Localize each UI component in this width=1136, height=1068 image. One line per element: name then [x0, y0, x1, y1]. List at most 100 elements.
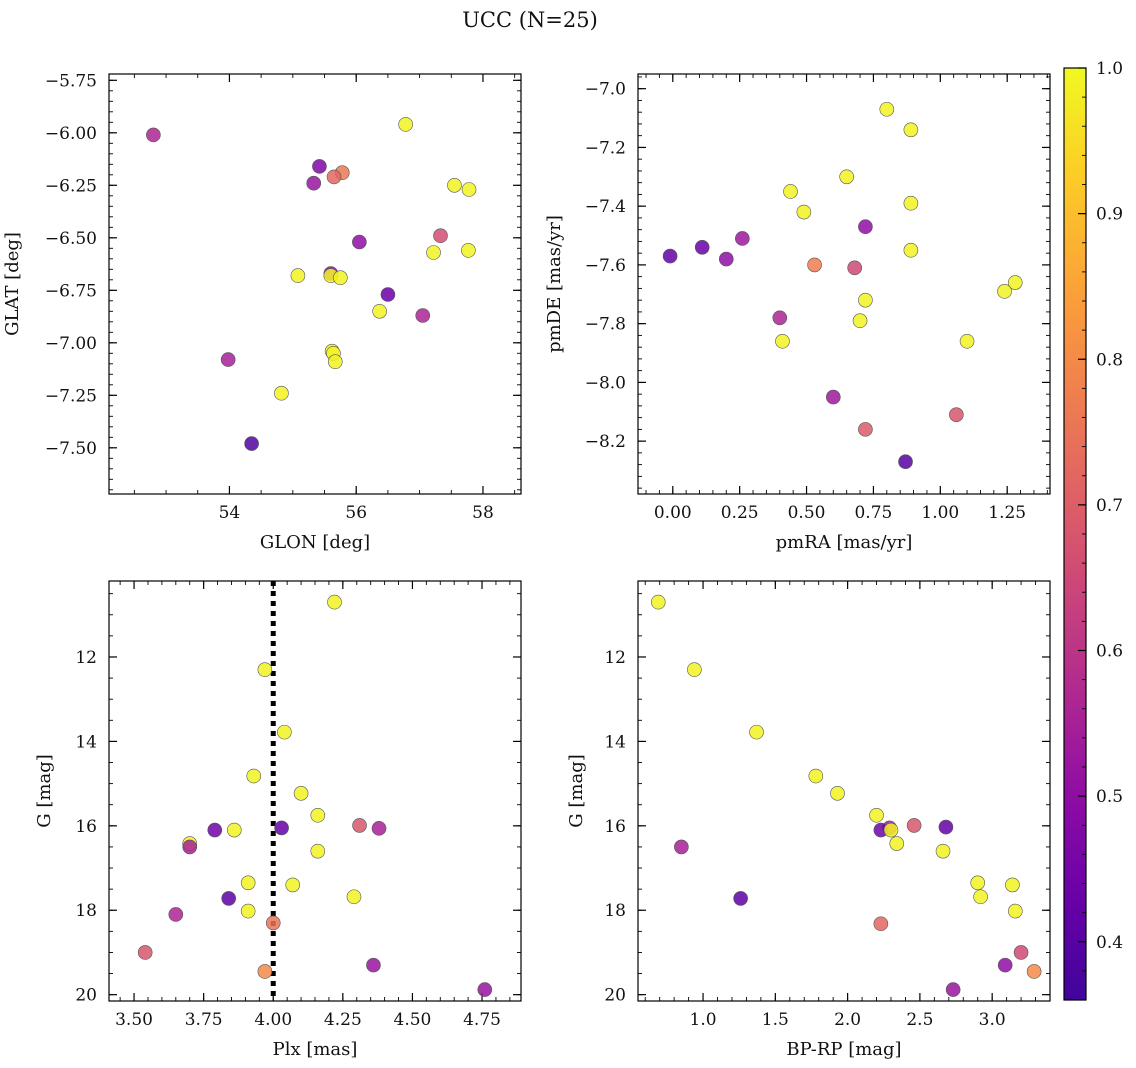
data-point	[352, 818, 367, 833]
plot-frame	[637, 73, 1051, 495]
data-point	[290, 268, 306, 283]
data-point	[852, 313, 868, 329]
y-tick-label: −7.4	[585, 197, 626, 217]
x-tick-label: 1.25	[988, 503, 1026, 523]
data-point	[687, 662, 702, 677]
data-point	[277, 724, 292, 740]
y-tick-label: −6.75	[45, 281, 97, 301]
data-point	[477, 982, 493, 997]
data-point	[935, 843, 951, 859]
y-tick-label: 18	[75, 901, 97, 921]
data-point	[433, 228, 448, 243]
data-point	[959, 333, 975, 349]
data-point	[847, 260, 863, 276]
data-point	[415, 308, 431, 323]
x-tick-label: 3.75	[185, 1010, 223, 1030]
y-tick-label: −8.2	[585, 432, 626, 452]
y-tick-label: −7.2	[585, 138, 626, 158]
colorbar-tick-label: 0.6	[1096, 642, 1123, 662]
x-tick-label: 1.5	[762, 1010, 789, 1030]
panel-plx-g: 3.50 3.75 4.00 4.25 4.50 4.75 12 14 16 18 20 Plx [m…	[34, 580, 522, 1060]
plot-frame	[637, 580, 1051, 1002]
data-point	[1008, 903, 1023, 919]
data-point	[146, 127, 161, 143]
data-point	[372, 303, 387, 319]
data-point	[869, 807, 884, 823]
x-axis-label-plx: Plx [mas]	[273, 1039, 358, 1060]
data-point	[883, 822, 899, 838]
y-tick-label: −6.50	[45, 229, 97, 249]
figure-title: UCC (N=25)	[462, 8, 598, 32]
data-point	[1007, 275, 1023, 290]
data-point	[244, 436, 259, 451]
data-point	[825, 389, 841, 405]
data-point	[1013, 945, 1029, 960]
data-point	[945, 982, 961, 997]
data-point	[796, 204, 812, 220]
data-point	[898, 454, 913, 469]
x-axis-label-pmra: pmRA [mas/yr]	[776, 532, 913, 553]
data-point	[662, 248, 678, 264]
x-axis-label-bprp: BP-RP [mag]	[786, 1039, 901, 1060]
data-point	[733, 891, 748, 906]
data-point	[333, 270, 348, 286]
y-tick-label: 12	[604, 648, 626, 668]
data-point	[274, 820, 289, 836]
x-tick-label: 1.00	[921, 503, 959, 523]
x-tick-label: 54	[219, 503, 241, 523]
data-point	[246, 768, 262, 784]
y-tick-label: −7.0	[585, 80, 626, 100]
y-tick-label: 14	[604, 732, 626, 752]
data-point	[839, 169, 854, 185]
data-point	[240, 903, 256, 919]
data-point	[220, 352, 236, 367]
y-tick-label: −6.25	[45, 176, 97, 196]
x-tick-label: 4.25	[324, 1010, 362, 1030]
data-point	[182, 839, 198, 855]
y-tick-label: 18	[604, 901, 626, 921]
data-point	[694, 239, 710, 255]
data-point	[426, 245, 441, 260]
x-tick-label: 58	[472, 503, 494, 523]
data-point	[257, 964, 273, 979]
data-point	[265, 915, 281, 931]
data-point	[906, 818, 922, 833]
x-tick-label: 0.50	[788, 503, 826, 523]
x-tick-label: 56	[345, 503, 367, 523]
y-axis-label-pmde: pmDE [mas/yr]	[544, 215, 565, 353]
data-point	[226, 822, 242, 838]
y-tick-label: −8.0	[585, 373, 626, 393]
x-axis-label-glon: GLON [deg]	[260, 532, 370, 553]
data-point	[903, 242, 919, 258]
data-point	[285, 877, 301, 893]
data-point	[783, 184, 798, 199]
y-tick-label: −5.75	[45, 71, 97, 91]
data-point	[674, 839, 689, 855]
data-point	[858, 422, 873, 437]
data-point	[889, 836, 905, 851]
data-point	[775, 333, 790, 349]
data-point	[772, 310, 788, 326]
colorbar-tick-label: 0.4	[1096, 933, 1123, 953]
y-axis-label-glat: GLAT [deg]	[2, 232, 23, 336]
data-point	[257, 662, 273, 677]
data-point	[903, 195, 919, 211]
data-point	[735, 231, 750, 246]
data-point	[461, 243, 476, 258]
data-point	[1026, 964, 1042, 979]
y-tick-label: −7.8	[585, 315, 626, 335]
y-axis-label-g: G [mag]	[566, 754, 587, 827]
x-tick-label: 4.50	[394, 1010, 432, 1030]
y-tick-label: −7.50	[45, 439, 97, 459]
data-point	[858, 292, 873, 308]
data-point	[650, 594, 666, 610]
data-point	[310, 807, 326, 823]
data-point	[807, 257, 822, 273]
data-point	[274, 385, 289, 401]
x-tick-label: 0.00	[654, 503, 692, 523]
data-point	[830, 786, 845, 801]
colorbar-tick-label: 0.9	[1096, 205, 1123, 225]
data-point	[938, 819, 954, 835]
data-point	[366, 957, 381, 973]
